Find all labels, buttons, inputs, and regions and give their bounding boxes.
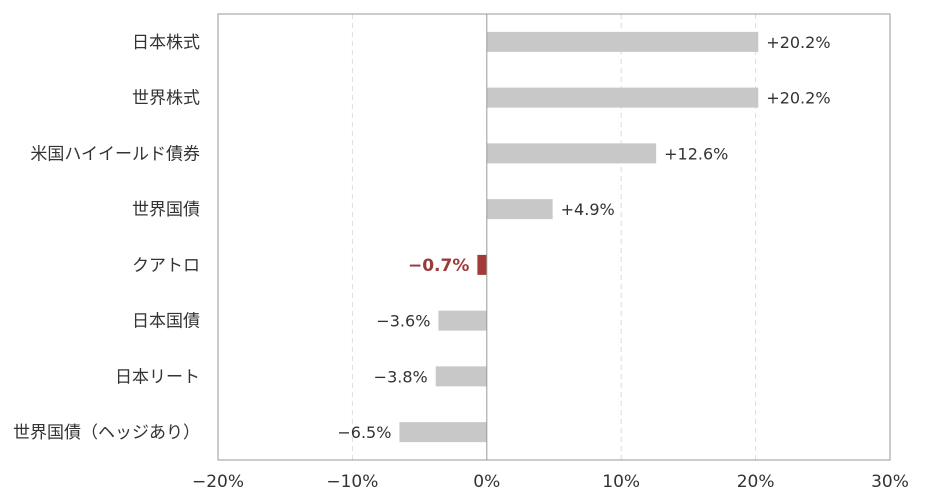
- category-label: 世界株式: [132, 89, 200, 109]
- bar: [486, 31, 759, 52]
- bar: [486, 143, 657, 164]
- category-label: 世界国債（ヘッジあり）: [13, 423, 200, 443]
- x-tick-label: −20%: [192, 472, 244, 492]
- value-label: +12.6%: [664, 144, 728, 163]
- value-label: +4.9%: [561, 200, 615, 219]
- x-tick-label: 30%: [871, 472, 909, 492]
- bar: [486, 199, 553, 220]
- category-label: 日本株式: [132, 33, 200, 53]
- bar: [486, 87, 759, 108]
- x-tick-label: −10%: [326, 472, 378, 492]
- value-label: −0.7%: [408, 256, 469, 276]
- category-label: 米国ハイイールド債券: [30, 144, 200, 164]
- x-tick-label: 20%: [737, 472, 775, 492]
- bar: [435, 366, 487, 387]
- category-label: クアトロ: [132, 256, 200, 276]
- value-label: −6.5%: [337, 423, 391, 442]
- plot-frame: [217, 13, 891, 461]
- x-tick-label: 0%: [473, 472, 500, 492]
- bar: [399, 422, 487, 443]
- category-label: 世界国債: [132, 200, 200, 220]
- value-label: +20.2%: [766, 33, 830, 52]
- value-label: +20.2%: [766, 89, 830, 108]
- value-label: −3.8%: [374, 367, 428, 386]
- plot-border: [217, 13, 891, 461]
- category-label: 日本国債: [132, 312, 200, 332]
- bar: [477, 254, 487, 275]
- bars: [399, 31, 759, 443]
- grid-lines: [351, 14, 757, 460]
- value-label: −3.6%: [376, 312, 430, 331]
- x-tick-label: 10%: [602, 472, 640, 492]
- bar: [438, 310, 487, 331]
- category-label: 日本リート: [115, 367, 200, 387]
- labels: 日本株式 +20.2% 世界株式 +20.2% 米国ハイイールド債券 +12.6% 世界国債…: [13, 33, 909, 492]
